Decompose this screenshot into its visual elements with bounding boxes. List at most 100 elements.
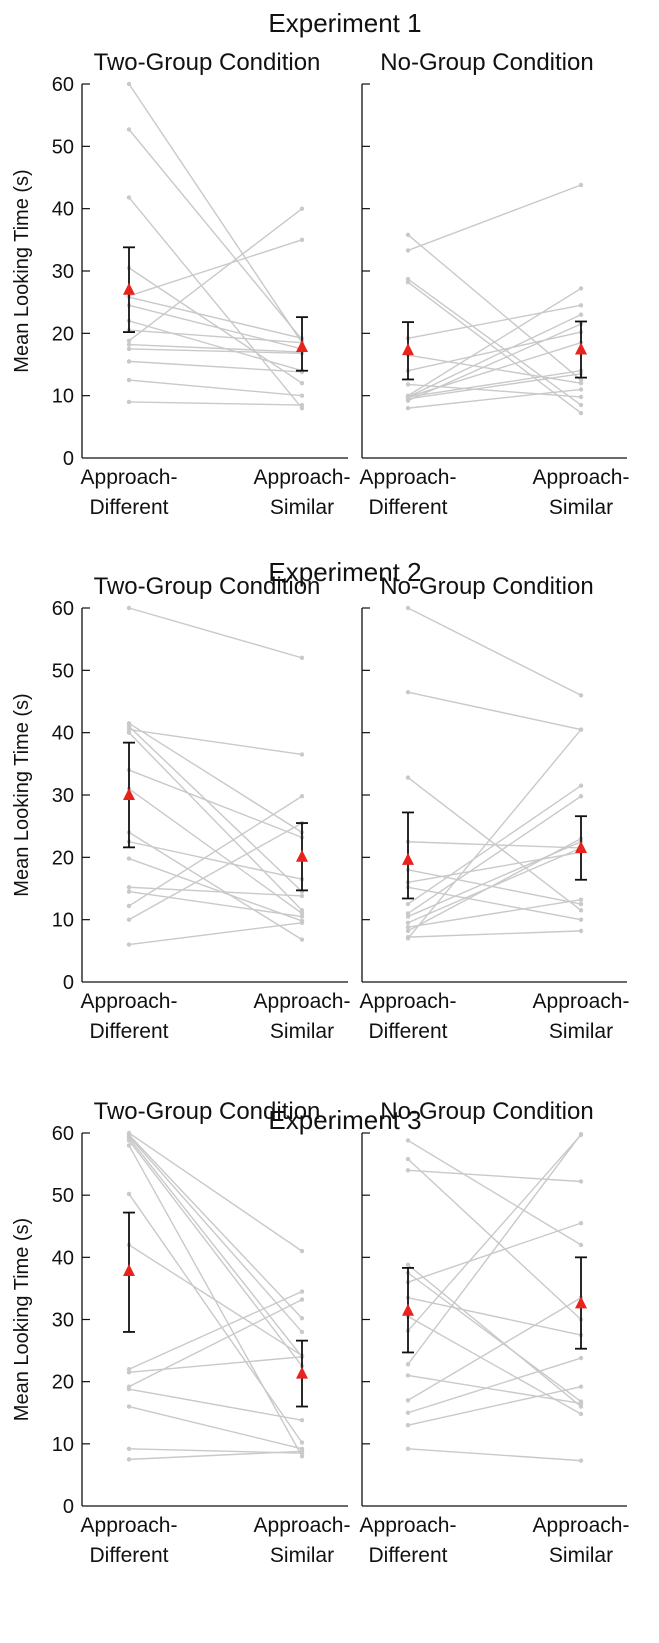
x-tick-label: Similar <box>270 496 334 519</box>
participant-point <box>126 1457 132 1462</box>
x-tick-label: Approach- <box>533 466 630 489</box>
participant-point <box>578 908 584 913</box>
participant-line <box>407 1264 582 1408</box>
participant-line <box>128 83 303 344</box>
participant-point <box>299 1316 305 1321</box>
participant-line <box>128 722 303 833</box>
participant-point <box>299 1418 305 1423</box>
participant-point <box>405 936 411 941</box>
x-tick-label: Approach- <box>81 466 178 489</box>
participant-line <box>407 184 582 252</box>
participant-line <box>407 886 582 921</box>
participant-line <box>407 1297 582 1401</box>
participant-line <box>128 725 303 893</box>
participant-point <box>126 1367 132 1372</box>
x-tick-label: Different <box>369 1020 448 1043</box>
participant-line <box>407 1133 582 1365</box>
participant-line <box>128 1388 303 1421</box>
participant-point <box>405 928 411 934</box>
participant-point <box>126 346 132 352</box>
participant-line <box>407 370 582 398</box>
participant-point <box>299 920 305 925</box>
participant-line <box>128 1356 303 1374</box>
mean-marker <box>575 1296 587 1309</box>
participant-point <box>126 721 132 726</box>
y-axis-label: Mean Looking Time (s) <box>11 693 33 896</box>
participant-point <box>405 1446 411 1452</box>
participant-line <box>407 776 582 911</box>
participant-point <box>405 920 411 925</box>
x-tick-label: Different <box>369 496 448 519</box>
participant-point <box>299 655 305 661</box>
participant-point <box>299 1454 305 1459</box>
participant-point <box>405 382 411 387</box>
participant-point <box>578 387 584 392</box>
participant-line <box>128 239 303 297</box>
participant-line <box>407 1158 582 1321</box>
participant-line <box>128 304 303 350</box>
participant-point <box>405 1138 411 1143</box>
panel-title: No-Group Condition <box>380 573 593 600</box>
y-tick-label: 50 <box>52 1185 74 1207</box>
participant-point <box>299 1449 305 1454</box>
x-tick-label: Similar <box>270 1020 334 1043</box>
participant-point <box>405 1156 411 1162</box>
participant-line <box>407 287 582 397</box>
participant-point <box>299 908 305 913</box>
participant-line <box>407 388 582 409</box>
participant-point <box>299 937 305 942</box>
participant-point <box>578 901 584 907</box>
participant-line <box>128 401 303 406</box>
participant-line <box>407 281 582 414</box>
participant-point <box>405 1168 411 1173</box>
participant-line <box>407 331 582 372</box>
participant-line <box>128 379 303 397</box>
participant-line <box>128 841 303 880</box>
participant-point <box>405 924 411 930</box>
participant-point <box>126 724 132 729</box>
participant-point <box>126 605 132 611</box>
participant-point <box>299 393 305 398</box>
chart-panel: No-Group Condition Approach- Different Appr… <box>360 49 630 519</box>
participant-point <box>126 903 132 909</box>
y-tick-label: 20 <box>52 847 74 869</box>
participant-line <box>128 922 303 946</box>
x-tick-label: Approach- <box>533 990 630 1013</box>
participant-point <box>578 182 584 188</box>
x-tick-label: Approach- <box>254 466 351 489</box>
participant-line <box>407 691 582 731</box>
participant-point <box>578 727 584 732</box>
participant-point <box>405 775 411 780</box>
participant-point <box>126 1386 132 1392</box>
mean-marker <box>402 343 414 356</box>
participant-line <box>407 869 582 905</box>
participant-line <box>128 296 303 340</box>
participant-point <box>126 195 132 200</box>
mean-marker <box>296 1366 308 1379</box>
panel-title: No-Group Condition <box>380 49 593 76</box>
participant-point <box>299 914 305 919</box>
x-tick-label: Different <box>90 496 169 519</box>
x-tick-label: Similar <box>549 496 613 519</box>
participant-point <box>126 727 132 732</box>
participant-point <box>578 381 584 386</box>
participant-line <box>128 1137 303 1358</box>
participant-point <box>405 1398 411 1403</box>
participant-point <box>578 1242 584 1248</box>
x-tick-label: Approach- <box>360 1514 457 1537</box>
participant-point <box>126 1138 132 1143</box>
y-tick-label: 30 <box>52 261 74 283</box>
mean-marker <box>402 852 414 865</box>
participant-line <box>128 1140 303 1367</box>
mean-marker <box>123 1264 135 1277</box>
participant-point <box>405 405 411 411</box>
participant-line <box>128 197 303 409</box>
participant-point <box>126 127 132 132</box>
participant-point <box>405 901 411 907</box>
participant-line <box>407 795 582 915</box>
mean-marker <box>575 342 587 355</box>
participant-point <box>126 885 132 890</box>
experiment-title: Experiment 2 <box>268 557 421 587</box>
participant-line <box>128 890 303 918</box>
participant-line <box>128 1134 303 1319</box>
